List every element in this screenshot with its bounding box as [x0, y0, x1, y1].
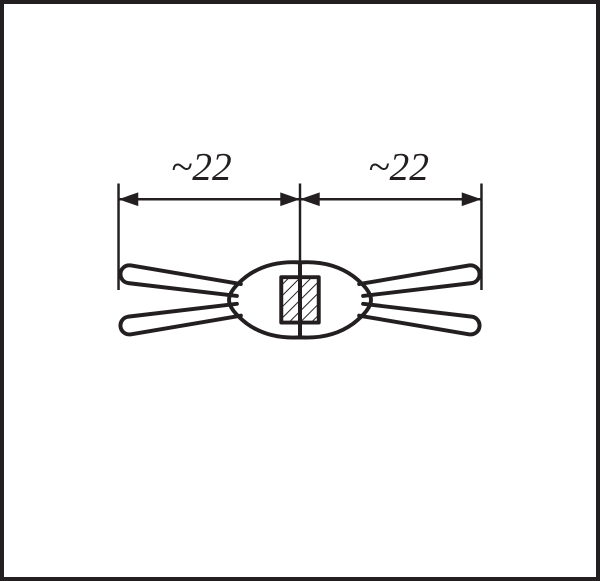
dim-label-right: ~22: [368, 145, 429, 189]
arrow-right-out: [462, 192, 482, 206]
left-prong-upper: [120, 265, 240, 296]
dim-label-left: ~22: [171, 145, 232, 189]
arrow-left-out: [119, 192, 139, 206]
arrow-right-in: [300, 192, 320, 206]
right-prong-upper: [359, 265, 479, 296]
left-prong-lower: [120, 304, 240, 335]
right-prong-lower: [359, 304, 479, 335]
seal-profile: [120, 262, 479, 337]
drawing-svg: ~22 ~22: [4, 4, 596, 577]
arrow-left-in: [280, 192, 300, 206]
drawing-frame: ~22 ~22: [0, 0, 600, 581]
